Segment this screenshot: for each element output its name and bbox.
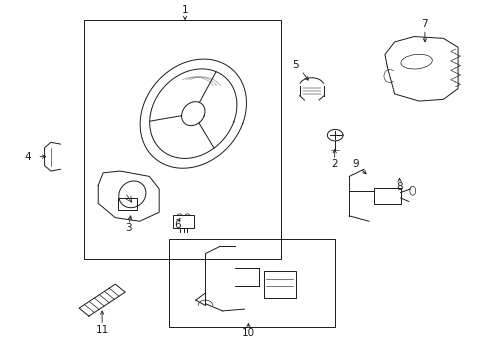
Text: 3: 3 [125, 224, 132, 233]
Bar [118, 198, 137, 211]
Text: 5: 5 [292, 60, 298, 70]
Text: 10: 10 [242, 328, 254, 338]
Text: 1: 1 [182, 5, 188, 15]
Text: 11: 11 [95, 325, 108, 335]
Text: 9: 9 [352, 159, 358, 169]
Text: 6: 6 [174, 220, 181, 230]
Text: 7: 7 [421, 19, 427, 29]
Bar [168, 239, 334, 327]
Bar [172, 215, 194, 228]
Text: 4: 4 [24, 152, 31, 162]
Bar [373, 188, 400, 204]
Bar [83, 21, 281, 259]
Text: 8: 8 [395, 182, 402, 192]
Bar [264, 271, 295, 298]
Text: 2: 2 [331, 159, 337, 169]
